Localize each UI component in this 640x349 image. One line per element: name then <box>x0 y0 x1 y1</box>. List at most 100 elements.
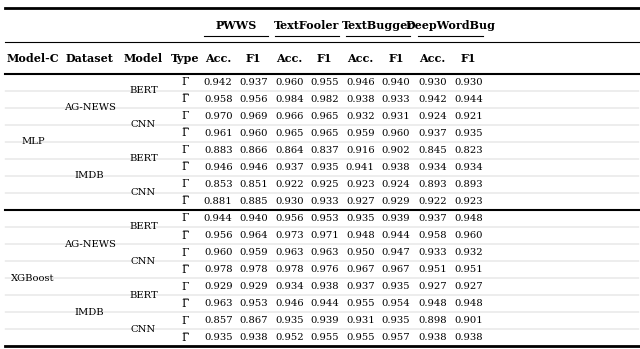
Text: 0.929: 0.929 <box>382 197 410 206</box>
Text: BERT: BERT <box>129 223 158 231</box>
Text: 0.932: 0.932 <box>346 112 374 121</box>
Text: 0.935: 0.935 <box>204 333 232 342</box>
Text: F1: F1 <box>461 53 476 64</box>
Text: 0.971: 0.971 <box>310 231 339 240</box>
Text: 0.940: 0.940 <box>239 214 268 223</box>
Text: 0.944: 0.944 <box>310 299 339 308</box>
Text: 0.954: 0.954 <box>381 299 410 308</box>
Text: 0.933: 0.933 <box>310 197 339 206</box>
Text: 0.931: 0.931 <box>346 316 374 325</box>
Text: 0.937: 0.937 <box>418 129 447 138</box>
Text: 0.898: 0.898 <box>418 316 447 325</box>
Text: PWWS: PWWS <box>216 20 257 30</box>
Text: AG-NEWS: AG-NEWS <box>63 239 115 248</box>
Text: Γ̅: Γ̅ <box>181 162 188 172</box>
Text: 0.941: 0.941 <box>346 163 375 172</box>
Text: 0.938: 0.938 <box>454 333 483 342</box>
Text: 0.944: 0.944 <box>454 95 483 104</box>
Text: TextBugger: TextBugger <box>342 20 415 30</box>
Text: 0.937: 0.937 <box>418 214 447 223</box>
Text: 0.938: 0.938 <box>310 282 339 291</box>
Text: Γ̅: Γ̅ <box>181 94 188 104</box>
Text: 0.960: 0.960 <box>239 129 268 138</box>
Text: 0.946: 0.946 <box>275 299 303 308</box>
Text: 0.883: 0.883 <box>204 146 232 155</box>
Text: Dataset: Dataset <box>65 53 113 64</box>
Text: 0.961: 0.961 <box>204 129 232 138</box>
Text: TextFooler: TextFooler <box>275 20 340 30</box>
Text: 0.942: 0.942 <box>204 78 232 87</box>
Text: 0.937: 0.937 <box>346 282 374 291</box>
Text: 0.925: 0.925 <box>310 180 339 189</box>
Text: 0.938: 0.938 <box>346 95 374 104</box>
Text: 0.953: 0.953 <box>310 214 339 223</box>
Text: 0.927: 0.927 <box>418 282 447 291</box>
Text: 0.867: 0.867 <box>239 316 268 325</box>
Text: 0.935: 0.935 <box>310 163 339 172</box>
Text: 0.853: 0.853 <box>204 180 232 189</box>
Text: Acc.: Acc. <box>347 53 373 64</box>
Text: Model: Model <box>124 53 163 64</box>
Text: 0.823: 0.823 <box>454 146 483 155</box>
Text: 0.930: 0.930 <box>418 78 447 87</box>
Text: Γ̅: Γ̅ <box>181 230 188 240</box>
Text: 0.942: 0.942 <box>418 95 447 104</box>
Text: 0.978: 0.978 <box>275 265 303 274</box>
Text: 0.934: 0.934 <box>418 163 447 172</box>
Text: 0.960: 0.960 <box>204 248 232 257</box>
Text: Γ̅: Γ̅ <box>181 333 188 343</box>
Text: 0.937: 0.937 <box>275 163 303 172</box>
Text: F1: F1 <box>317 53 333 64</box>
Text: 0.978: 0.978 <box>239 265 268 274</box>
Text: 0.930: 0.930 <box>454 78 483 87</box>
Text: 0.965: 0.965 <box>310 112 339 121</box>
Text: 0.948: 0.948 <box>346 231 374 240</box>
Text: 0.964: 0.964 <box>239 231 268 240</box>
Text: 0.940: 0.940 <box>381 78 410 87</box>
Text: 0.939: 0.939 <box>382 214 410 223</box>
Text: Acc.: Acc. <box>419 53 445 64</box>
Text: 0.967: 0.967 <box>346 265 374 274</box>
Text: CNN: CNN <box>131 120 156 129</box>
Text: 0.881: 0.881 <box>204 197 232 206</box>
Text: AG-NEWS: AG-NEWS <box>63 103 115 112</box>
Text: 0.963: 0.963 <box>204 299 232 308</box>
Text: 0.958: 0.958 <box>418 231 447 240</box>
Text: Γ: Γ <box>181 179 188 190</box>
Text: 0.924: 0.924 <box>381 180 410 189</box>
Text: 0.939: 0.939 <box>310 316 339 325</box>
Text: Acc.: Acc. <box>205 53 232 64</box>
Text: 0.963: 0.963 <box>310 248 339 257</box>
Text: 0.866: 0.866 <box>239 146 268 155</box>
Text: 0.946: 0.946 <box>204 163 232 172</box>
Text: 0.845: 0.845 <box>418 146 447 155</box>
Text: Model-C: Model-C <box>7 53 60 64</box>
Text: 0.953: 0.953 <box>239 299 268 308</box>
Text: 0.922: 0.922 <box>275 180 303 189</box>
Text: BERT: BERT <box>129 154 158 163</box>
Text: 0.946: 0.946 <box>239 163 268 172</box>
Text: 0.857: 0.857 <box>204 316 232 325</box>
Text: F1: F1 <box>246 53 262 64</box>
Text: Γ: Γ <box>181 315 188 326</box>
Text: 0.956: 0.956 <box>275 214 303 223</box>
Text: Type: Type <box>170 53 199 64</box>
Text: XGBoost: XGBoost <box>12 274 55 283</box>
Text: Γ: Γ <box>181 247 188 258</box>
Text: 0.938: 0.938 <box>418 333 447 342</box>
Text: 0.923: 0.923 <box>346 180 374 189</box>
Text: 0.938: 0.938 <box>239 333 268 342</box>
Text: 0.965: 0.965 <box>275 129 303 138</box>
Text: CNN: CNN <box>131 325 156 334</box>
Text: 0.951: 0.951 <box>454 265 483 274</box>
Text: 0.955: 0.955 <box>346 333 374 342</box>
Text: 0.930: 0.930 <box>275 197 303 206</box>
Text: 0.966: 0.966 <box>275 112 303 121</box>
Text: Γ: Γ <box>181 77 188 87</box>
Text: 0.956: 0.956 <box>204 231 232 240</box>
Text: 0.948: 0.948 <box>418 299 447 308</box>
Text: 0.950: 0.950 <box>346 248 374 257</box>
Text: 0.924: 0.924 <box>418 112 447 121</box>
Text: 0.932: 0.932 <box>454 248 483 257</box>
Text: 0.946: 0.946 <box>346 78 374 87</box>
